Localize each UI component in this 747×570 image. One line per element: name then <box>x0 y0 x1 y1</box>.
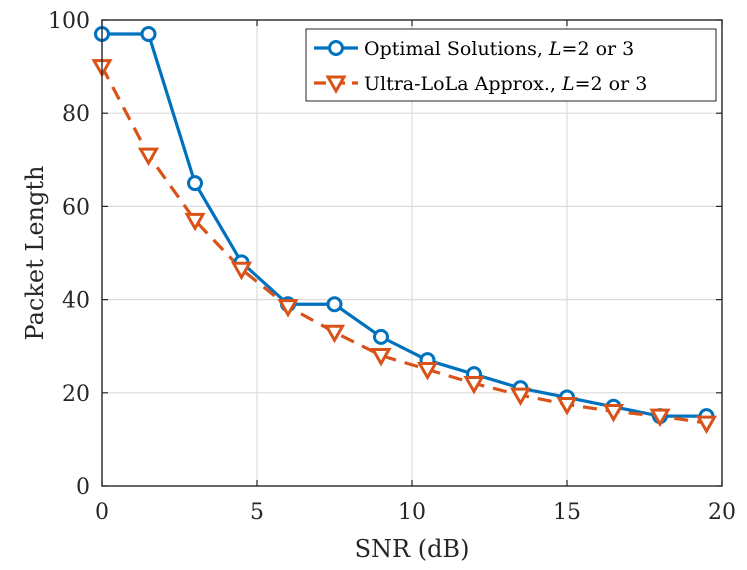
series-2-point <box>184 212 206 232</box>
x-tick-label: 10 <box>398 500 426 525</box>
series-1-point <box>373 328 389 345</box>
series-1-point <box>187 175 203 192</box>
tick-labels: 0 5 10 15 20 0 20 40 60 80 100 <box>48 9 736 525</box>
x-tick-label: 20 <box>708 500 736 525</box>
series-2-point <box>556 396 578 416</box>
y-tick-label: 80 <box>62 102 90 127</box>
x-axis-label: SNR (dB) <box>355 535 470 563</box>
series-1-point <box>140 25 157 42</box>
series-2-point <box>277 299 299 318</box>
series-2-point <box>649 408 671 428</box>
y-tick-label: 100 <box>48 9 90 34</box>
series-2-point <box>137 147 160 167</box>
series-1-point <box>326 296 343 313</box>
series-2-point <box>463 375 485 395</box>
legend: Optimal Solutions, L=2 or 3 Ultra-LoLa Ap… <box>305 28 717 102</box>
series-line-2 <box>100 65 707 425</box>
legend-marker-2 <box>325 75 347 95</box>
series-2-point <box>695 415 718 435</box>
x-tick-label: 5 <box>250 500 264 525</box>
legend-box <box>305 28 717 102</box>
y-axis-label: Packet Length <box>21 166 49 341</box>
legend-label-2: Ultra-LoLa Approx., L=2 or 3 <box>364 73 647 95</box>
series-2-point <box>416 362 439 381</box>
series-2-point <box>602 403 625 423</box>
y-tick-label: 0 <box>76 475 90 500</box>
legend-marker-1 <box>328 40 344 56</box>
series-2-point <box>323 324 346 344</box>
series-2-point <box>370 348 392 367</box>
series-2-point <box>230 261 253 281</box>
y-tick-label: 20 <box>62 382 90 407</box>
legend-label-1: Optimal Solutions, L=2 or 3 <box>364 38 634 60</box>
y-tick-label: 40 <box>62 289 90 314</box>
series-2-point <box>509 387 532 407</box>
x-tick-label: 15 <box>553 500 581 525</box>
x-tick-label: 0 <box>95 500 109 525</box>
axis-ticks <box>101 19 723 487</box>
y-tick-label: 60 <box>62 195 90 220</box>
